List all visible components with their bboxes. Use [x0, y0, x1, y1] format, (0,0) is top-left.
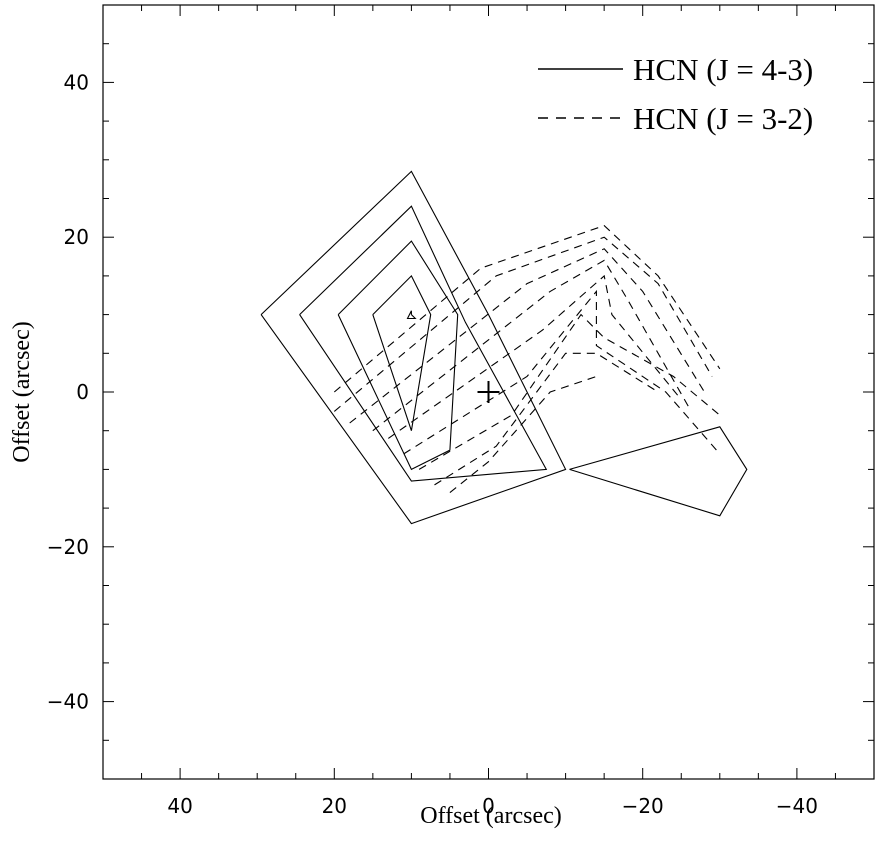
- legend-label-hcn-43: HCN (J = 4-3): [633, 52, 813, 87]
- x-tick-label: 20: [322, 794, 347, 818]
- y-tick-label: 40: [64, 70, 89, 94]
- x-axis-title: Offset (arcsec): [420, 803, 561, 829]
- x-tick-label: −20: [622, 794, 664, 818]
- hcn43-contour-5: [569, 426, 748, 517]
- hcn43-contour-1: [299, 205, 548, 482]
- contour-lines: [260, 170, 748, 525]
- center-marker: [477, 381, 500, 403]
- hcn32-contour-1: [333, 236, 713, 412]
- y-tick-label: 0: [76, 380, 89, 404]
- legend-label-hcn-32: HCN (J = 3-2): [633, 101, 813, 136]
- x-tick-label: 0: [482, 794, 495, 818]
- y-tick-label: −20: [47, 535, 89, 559]
- hcn43-contour-2: [337, 240, 459, 471]
- x-tick-label: −40: [776, 794, 818, 818]
- hcn32-contour-6: [418, 313, 721, 470]
- hcn32-contour-0: [333, 224, 721, 393]
- hcn32-contour-2: [349, 248, 705, 424]
- hcn43-contour-4: [406, 310, 417, 320]
- y-axis-title: Offset (arcsec): [9, 321, 35, 462]
- hcn32-contour-3: [372, 259, 690, 432]
- tick-labels: 40 20 0 −20 −40 40 20 0 −20 −40: [47, 70, 818, 818]
- axis-ticks: [103, 5, 874, 779]
- hcn32-contour-7: [434, 352, 659, 486]
- hcn43-contour-0: [260, 170, 567, 525]
- hcn32-contour-5: [403, 289, 721, 455]
- y-tick-label: −40: [47, 690, 89, 714]
- hcn32-contour-8: [449, 375, 597, 494]
- hcn32-contour-4: [387, 274, 682, 439]
- x-tick-label: 40: [167, 794, 192, 818]
- y-tick-label: 20: [64, 225, 89, 249]
- hcn43-contour-3: [372, 274, 432, 431]
- legend: HCN (J = 4-3) HCN (J = 3-2): [538, 52, 813, 136]
